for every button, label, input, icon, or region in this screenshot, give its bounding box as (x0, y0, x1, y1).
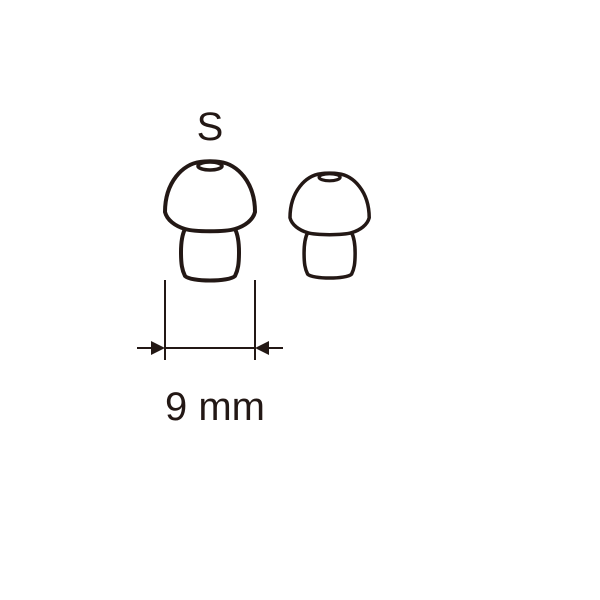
size-label: S (197, 105, 224, 149)
dimension-label: 9 mm (165, 385, 265, 429)
canvas-bg (0, 0, 600, 600)
